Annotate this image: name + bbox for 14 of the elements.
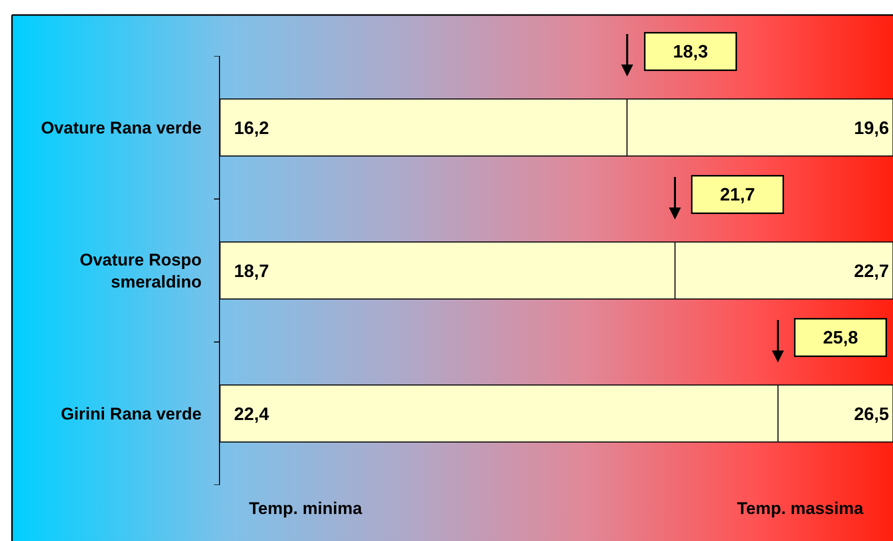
annotation: 18,3 bbox=[672, 42, 708, 62]
annotation: 26,5 bbox=[854, 404, 890, 424]
annotation: 22,4 bbox=[234, 404, 270, 424]
annotation: Temp. massima bbox=[737, 499, 864, 518]
annotation: 16,2 bbox=[234, 118, 270, 138]
annotation: 18,7 bbox=[234, 261, 270, 281]
annotation: Temp. minima bbox=[249, 499, 363, 518]
annotation: 22,7 bbox=[854, 261, 890, 281]
y-tick-label: Girini Rana verde bbox=[60, 404, 202, 424]
y-tick-label: Ovature Rospo smeraldino bbox=[80, 250, 202, 292]
annotation: 19,6 bbox=[854, 118, 890, 138]
annotation: 21,7 bbox=[720, 184, 756, 204]
y-tick-label: Ovature Rana verde bbox=[40, 118, 202, 138]
annotation: 25,8 bbox=[822, 328, 858, 348]
